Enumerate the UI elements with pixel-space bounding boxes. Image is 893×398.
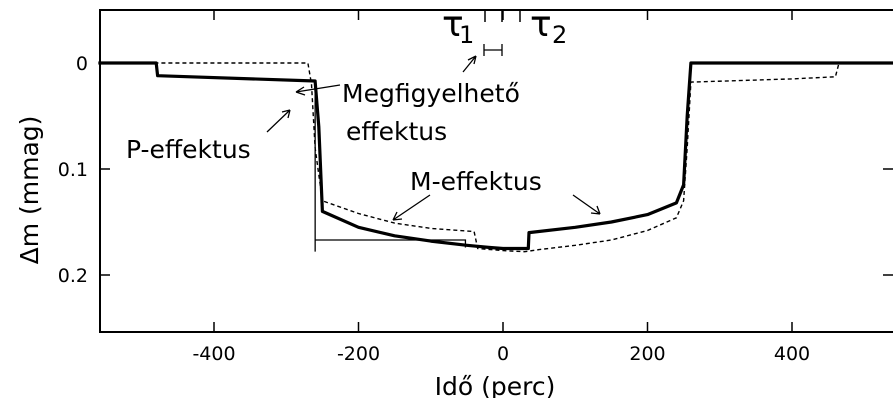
tau-interval-bracket: [484, 44, 502, 56]
x-tick-label: 400: [774, 343, 810, 365]
m-effect-label: M-effektus: [410, 167, 542, 196]
observed-effect-label-line1: Megfigyelhető: [342, 79, 520, 108]
m-effect-left-arrow: [393, 195, 430, 220]
tau-interval-arrow: [463, 56, 476, 72]
y-tick-label: 0.2: [58, 265, 88, 287]
x-axis-title: Idő (perc): [435, 372, 556, 398]
x-tick-label: -400: [192, 343, 235, 365]
observed-effect-label-line2: effektus: [346, 117, 447, 146]
tau-markers: τ 1 τ 2: [442, 4, 567, 56]
x-tick-label: -200: [337, 343, 380, 365]
tau2-symbol: τ: [530, 4, 552, 45]
tau1-subscript: 1: [459, 21, 474, 49]
y-axis-title: Δm (mmag): [15, 116, 44, 265]
observed-effect-arrow: [296, 85, 340, 95]
p-effect-arrow: [267, 110, 290, 132]
x-tick-label: 0: [497, 343, 509, 365]
tau2-subscript: 2: [552, 21, 567, 49]
p-effect-label: P-effektus: [126, 135, 251, 164]
m-effect-right-arrow: [573, 195, 600, 214]
x-tick-label: 200: [629, 343, 665, 365]
y-tick-label: 0.1: [58, 159, 88, 181]
y-tick-label: 0: [76, 53, 88, 75]
annotations: Megfigyelhető effektus P-effektus M-effe…: [126, 56, 600, 220]
